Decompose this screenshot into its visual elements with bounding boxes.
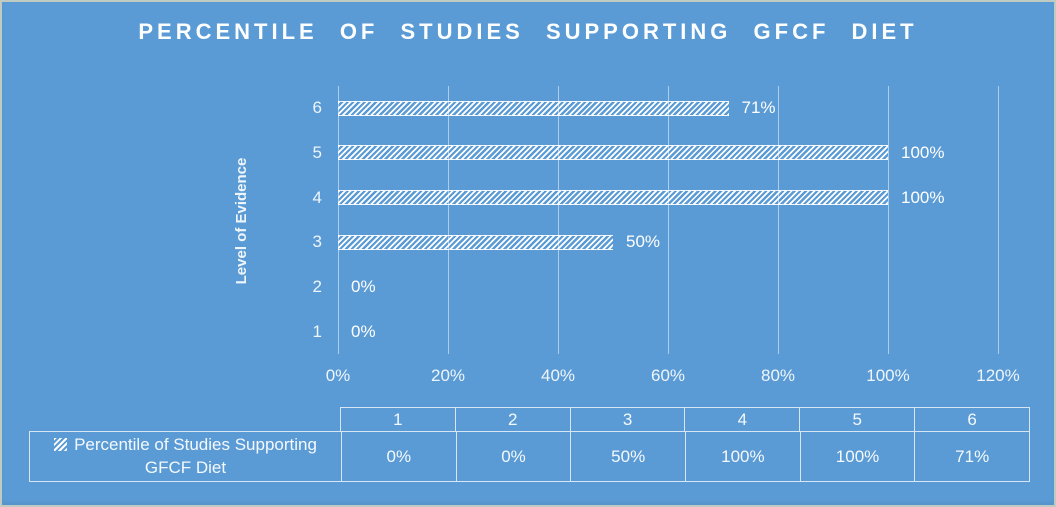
data-table-column-header: 4 [684,408,799,431]
data-table-row-label-cell: Percentile of Studies Supporting GFCF Di… [30,432,341,481]
bar-row-level-3: 3 50% [313,220,998,265]
data-table-column-header: 1 [393,409,403,429]
data-table-value-cell: 100% [685,432,800,481]
data-table-value-cell: 0% [341,432,456,481]
bar-value-label: 0% [351,276,376,296]
y-category-label: 2 [312,276,322,296]
gridline [668,86,669,354]
bar-value-label: 50% [626,232,661,252]
bar-level-3 [338,234,613,250]
bar-row-level-1: 1 0% [313,309,998,354]
chart-title: PERCENTILE OF STUDIES SUPPORTING GFCF DI… [138,19,918,44]
bar-level-6 [338,100,729,116]
data-table-column-header: 2 [454,408,570,431]
data-table-value-cell: 100% [799,432,915,481]
y-category-label: 6 [312,98,322,118]
data-table-value-cell: 50% [570,432,685,481]
data-table-header-row: 1 2 3 4 5 6 [340,407,1030,431]
gridline [998,86,999,354]
data-table-column-header: 6 [914,408,1029,431]
x-axis: 0% 20% 40% 60% 80% 100% 120% [326,366,1020,390]
bar-value-label: 71% [741,98,776,118]
x-tick-label: 100% [866,366,910,385]
bar-value-label: 100% [901,187,945,207]
y-category-label: 3 [312,232,322,252]
data-table-column-header: 3 [569,408,685,431]
gridline [448,86,449,354]
gridline [338,86,339,354]
bar-row-level-6: 6 71% [313,86,998,131]
x-tick-label: 40% [540,366,576,385]
x-tick-label: 20% [430,366,466,385]
data-table-value-cell: 0% [455,432,571,481]
bar-row-level-2: 2 0% [313,265,998,310]
x-tick-label: 0% [325,366,351,385]
bar-row-level-5: 5 100% [313,131,998,176]
data-table: 1 2 3 4 5 6 Percentile of Studies Suppor… [29,407,1030,482]
y-category-label: 4 [312,187,322,207]
series-name-label: Percentile of Studies Supporting GFCF Di… [74,434,317,477]
bar-level-5 [338,145,888,161]
x-tick-label: 120% [976,366,1020,385]
bar-row-level-4: 4 100% [313,175,998,220]
x-tick-label: 80% [760,366,796,385]
data-table-column-header: 5 [799,408,914,431]
plot-area: 6 71% 5 100% 4 100% 3 50% 2 0% 1 0% [313,86,999,354]
x-tick-label: 60% [650,366,686,385]
bar-level-4 [338,190,888,206]
data-table-value-cell: 71% [914,432,1029,481]
y-category-label: 5 [312,142,322,162]
gridline [778,86,779,354]
bar-value-label: 0% [351,321,376,341]
data-table-body-row: Percentile of Studies Supporting GFCF Di… [29,431,1030,482]
gridline [888,86,889,354]
bar-value-label: 100% [901,142,945,162]
series-hatch-swatch-icon [54,437,68,451]
series-legend: Percentile of Studies Supporting GFCF Di… [46,434,326,480]
y-category-label: 1 [312,321,322,341]
y-axis-title: Level of Evidence [233,157,250,285]
gridline [558,86,559,354]
